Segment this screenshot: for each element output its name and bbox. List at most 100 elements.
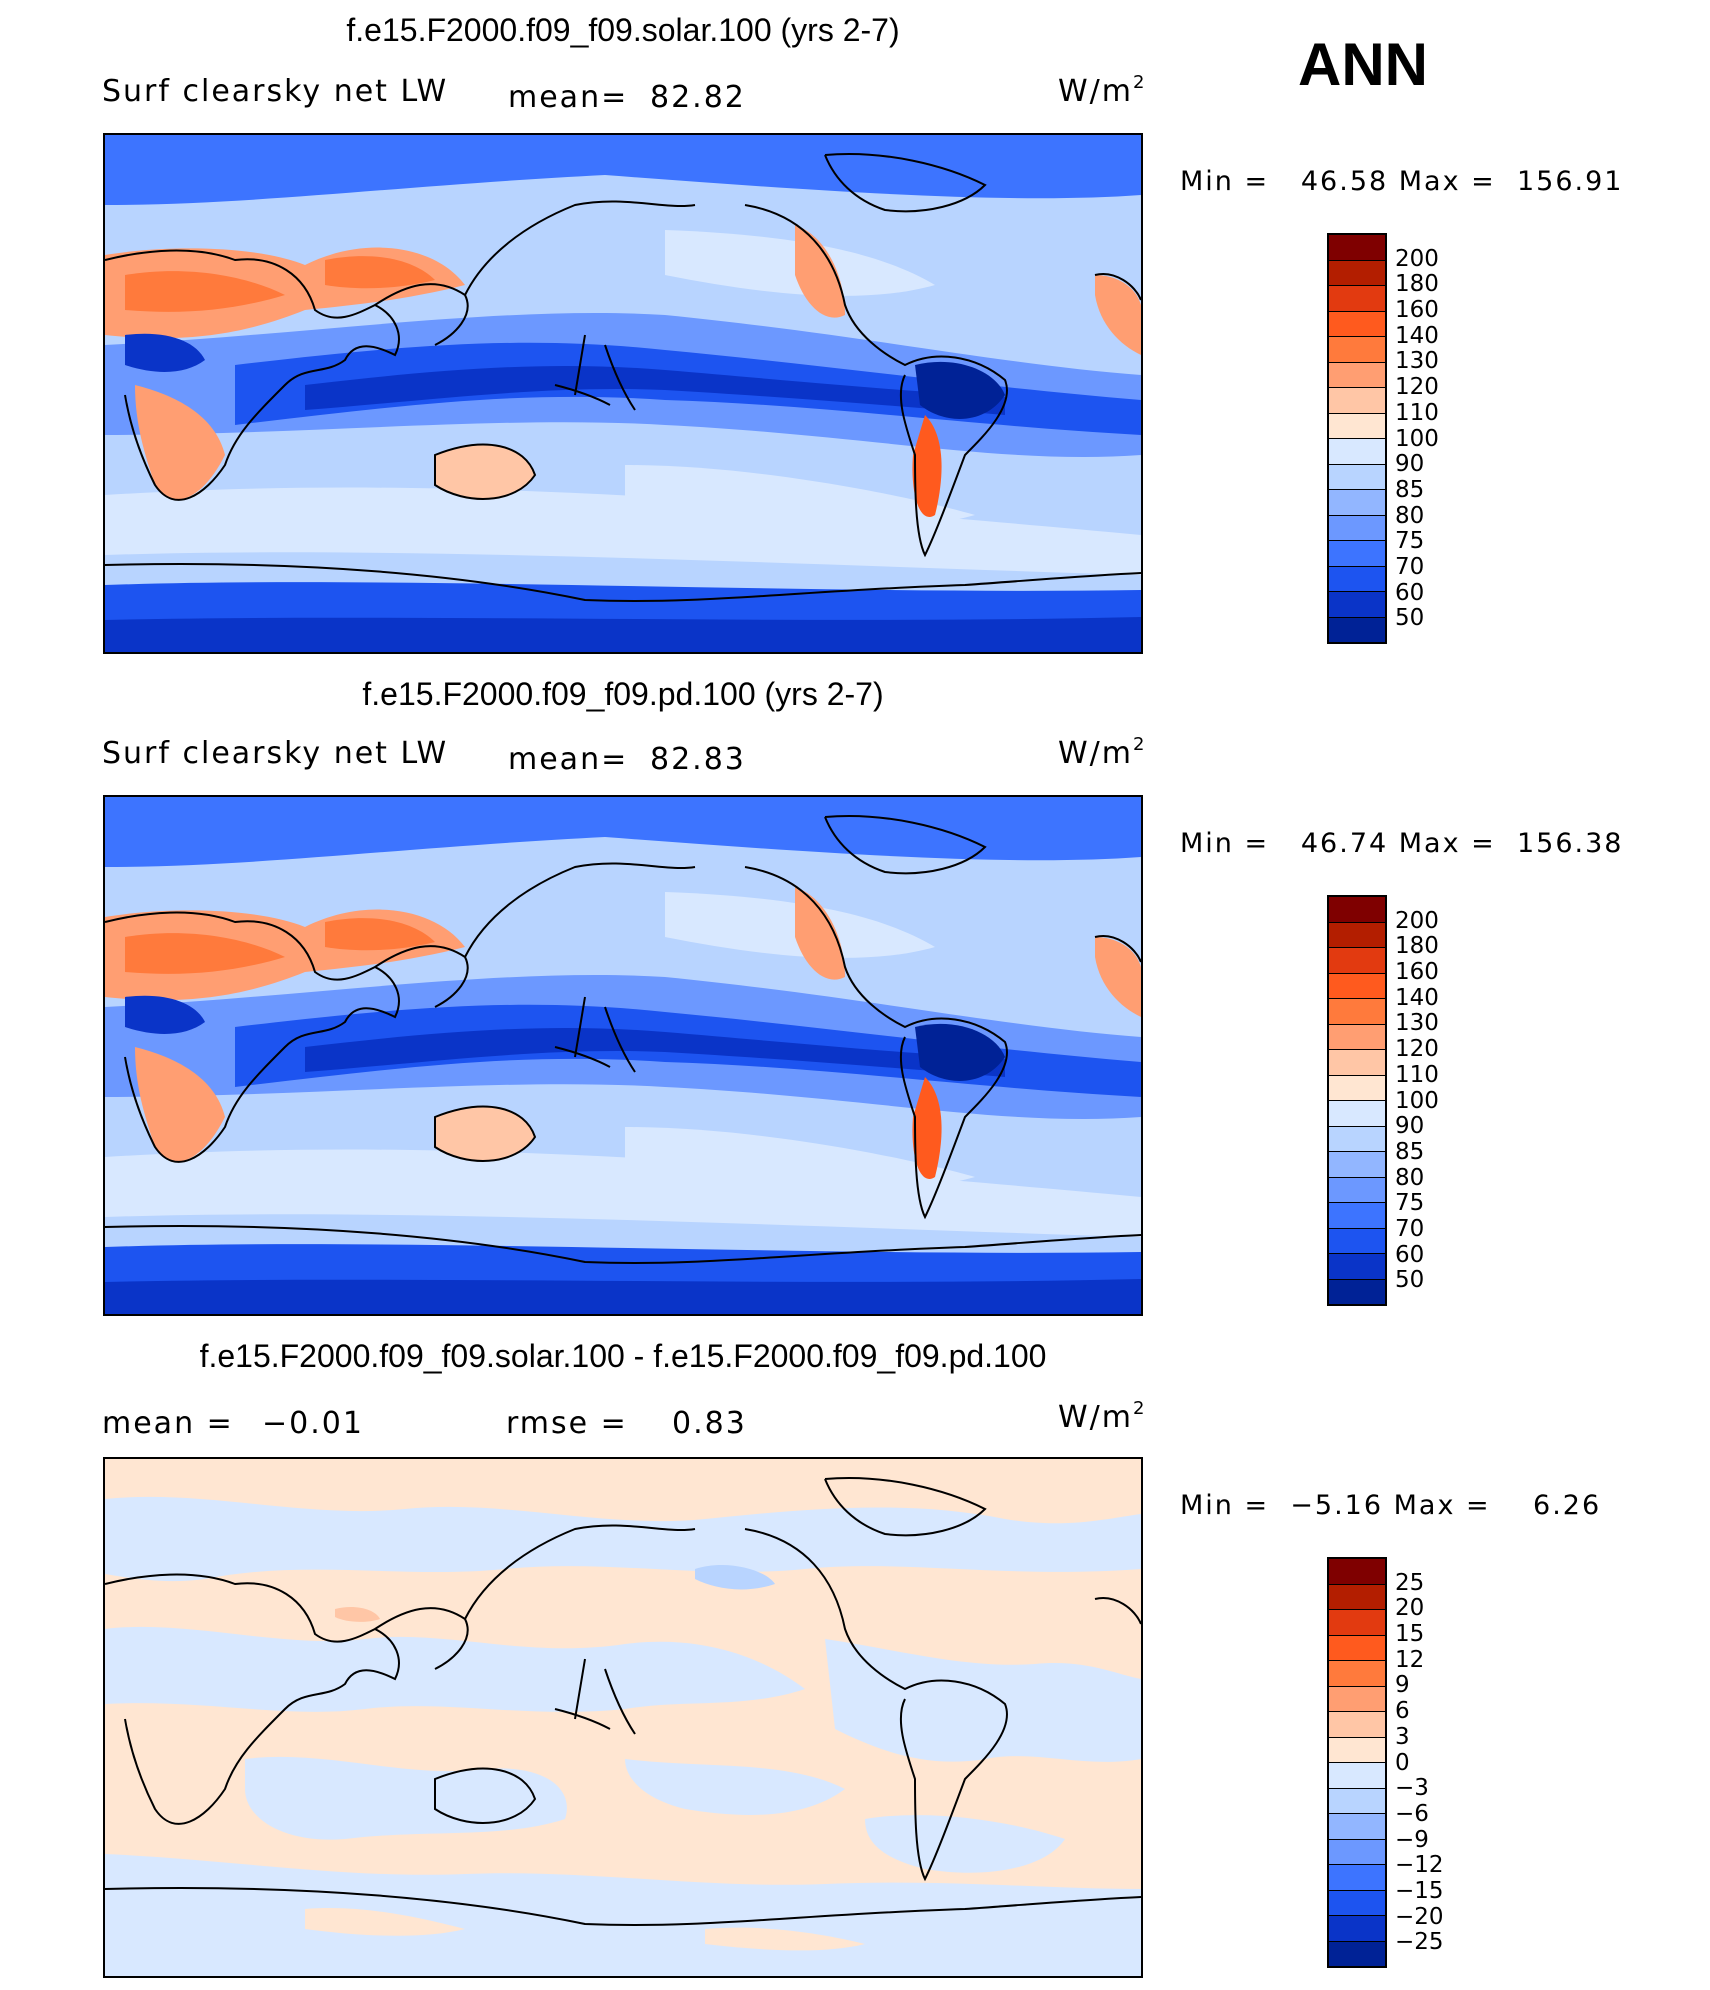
panel2-minmax: Min = 46.74 Max = 156.38 — [1180, 828, 1624, 859]
panel2-units: W/m2 — [1058, 734, 1145, 771]
panel3-mean-value: −0.01 — [262, 1406, 364, 1441]
colorbar-tick-label: 85 — [1395, 1138, 1425, 1165]
panel1-units: W/m2 — [1058, 72, 1145, 109]
colorbar-swatch — [1329, 1254, 1385, 1280]
colorbar-tick-label: 120 — [1395, 1036, 1439, 1063]
colorbar-swatch — [1329, 464, 1385, 490]
colorbar-swatch — [1329, 1177, 1385, 1203]
colorbar-swatch — [1329, 1228, 1385, 1254]
colorbar-swatch — [1329, 490, 1385, 516]
panel3-rmse-value: 0.83 — [672, 1406, 747, 1441]
panel3-units: W/m2 — [1058, 1398, 1145, 1435]
colorbar-swatch — [1329, 922, 1385, 948]
colorbar-tick-label: 50 — [1395, 605, 1425, 632]
colorbar-swatch — [1329, 515, 1385, 541]
colorbar-swatch — [1329, 973, 1385, 999]
panel3-title: f.e15.F2000.f09_f09.solar.100 - f.e15.F2… — [199, 1338, 1047, 1374]
colorbar-tick-label: 80 — [1395, 1164, 1425, 1191]
colorbar-swatch — [1329, 260, 1385, 286]
colorbar-swatch — [1329, 948, 1385, 974]
panel3-map — [103, 1457, 1143, 1978]
colorbar-tick-label: 110 — [1395, 399, 1439, 426]
colorbar-swatch — [1329, 1050, 1385, 1076]
colorbar-swatch — [1329, 897, 1385, 923]
panel2-colorbar-ticks: 200 180 160 140 130 120 110 100 90 85 80 75 70 60 50 — [1395, 895, 1475, 1306]
colorbar-swatch — [1329, 1152, 1385, 1178]
colorbar-tick-label: 0 — [1395, 1749, 1410, 1776]
colorbar-swatch — [1329, 541, 1385, 567]
colorbar-tick-label: −12 — [1395, 1852, 1444, 1879]
colorbar-swatch — [1329, 1712, 1385, 1738]
colorbar-swatch — [1329, 1839, 1385, 1865]
colorbar-tick-label: 75 — [1395, 528, 1425, 555]
colorbar-tick-label: 12 — [1395, 1646, 1425, 1673]
colorbar-swatch — [1329, 413, 1385, 439]
colorbar-swatch — [1329, 999, 1385, 1025]
colorbar-tick-label: 110 — [1395, 1061, 1439, 1088]
panel3-colorbar — [1327, 1557, 1387, 1968]
colorbar-tick-label: 90 — [1395, 1113, 1425, 1140]
colorbar-swatch — [1329, 286, 1385, 312]
colorbar-swatch — [1329, 1686, 1385, 1712]
colorbar-tick-label: 70 — [1395, 1215, 1425, 1242]
colorbar-tick-label: −25 — [1395, 1929, 1444, 1956]
colorbar-swatch — [1329, 592, 1385, 618]
panel3-rmse-label: rmse = — [506, 1406, 628, 1441]
colorbar-tick-label: 3 — [1395, 1723, 1410, 1750]
colorbar-tick-label: −20 — [1395, 1903, 1444, 1930]
panel1-minmax: Min = 46.58 Max = 156.91 — [1180, 166, 1624, 197]
panel3-colorbar-ticks: 25 20 15 12 9 6 3 0 −3 −6 −9 −12 −15 −20 −25 — [1395, 1557, 1475, 1968]
colorbar-swatch — [1329, 1890, 1385, 1916]
colorbar-tick-label: 180 — [1395, 933, 1439, 960]
colorbar-tick-label: 130 — [1395, 1010, 1439, 1037]
season-label: ANN — [1298, 31, 1428, 98]
panel1-variable: Surf clearsky net LW — [102, 74, 449, 109]
colorbar-swatch — [1329, 566, 1385, 592]
colorbar-swatch — [1329, 1101, 1385, 1127]
colorbar-swatch — [1329, 337, 1385, 363]
panel2-mean-value: 82.83 — [650, 742, 746, 777]
colorbar-swatch — [1329, 1024, 1385, 1050]
colorbar-tick-label: −9 — [1395, 1826, 1429, 1853]
colorbar-tick-label: 200 — [1395, 245, 1439, 272]
panel1-mean-label: mean= — [508, 80, 629, 115]
colorbar-tick-label: 90 — [1395, 451, 1425, 478]
colorbar-tick-label: 6 — [1395, 1698, 1410, 1725]
colorbar-swatch — [1329, 1559, 1385, 1585]
colorbar-swatch — [1329, 1635, 1385, 1661]
colorbar-swatch — [1329, 362, 1385, 388]
colorbar-swatch — [1329, 1814, 1385, 1840]
panel1-mean-value: 82.82 — [650, 80, 746, 115]
colorbar-swatch — [1329, 1610, 1385, 1636]
colorbar-tick-label: 20 — [1395, 1595, 1425, 1622]
colorbar-swatch — [1329, 1788, 1385, 1814]
panel2-mean-label: mean= — [508, 742, 629, 777]
colorbar-swatch — [1329, 1075, 1385, 1101]
colorbar-tick-label: 180 — [1395, 271, 1439, 298]
panel2-title: f.e15.F2000.f09_f09.pd.100 (yrs 2-7) — [362, 676, 884, 712]
colorbar-tick-label: 70 — [1395, 553, 1425, 580]
colorbar-swatch — [1329, 1737, 1385, 1763]
colorbar-swatch — [1329, 1203, 1385, 1229]
colorbar-tick-label: 160 — [1395, 959, 1439, 986]
colorbar-swatch — [1329, 1584, 1385, 1610]
panel3-mean-label: mean = — [102, 1406, 234, 1441]
colorbar-swatch — [1329, 1279, 1385, 1304]
colorbar-tick-label: −3 — [1395, 1775, 1429, 1802]
panel2-variable: Surf clearsky net LW — [102, 736, 449, 771]
colorbar-tick-label: 140 — [1395, 322, 1439, 349]
colorbar-tick-label: 130 — [1395, 348, 1439, 375]
colorbar-tick-label: 140 — [1395, 984, 1439, 1011]
panel3-minmax: Min = −5.16 Max = 6.26 — [1180, 1490, 1602, 1521]
colorbar-tick-label: 120 — [1395, 374, 1439, 401]
colorbar-swatch — [1329, 1126, 1385, 1152]
colorbar-tick-label: 75 — [1395, 1190, 1425, 1217]
colorbar-tick-label: 100 — [1395, 425, 1439, 452]
colorbar-tick-label: −15 — [1395, 1877, 1444, 1904]
colorbar-swatch — [1329, 1941, 1385, 1966]
colorbar-swatch — [1329, 235, 1385, 261]
colorbar-swatch — [1329, 1661, 1385, 1687]
colorbar-tick-label: 15 — [1395, 1621, 1425, 1648]
colorbar-swatch — [1329, 388, 1385, 414]
colorbar-tick-label: 80 — [1395, 502, 1425, 529]
